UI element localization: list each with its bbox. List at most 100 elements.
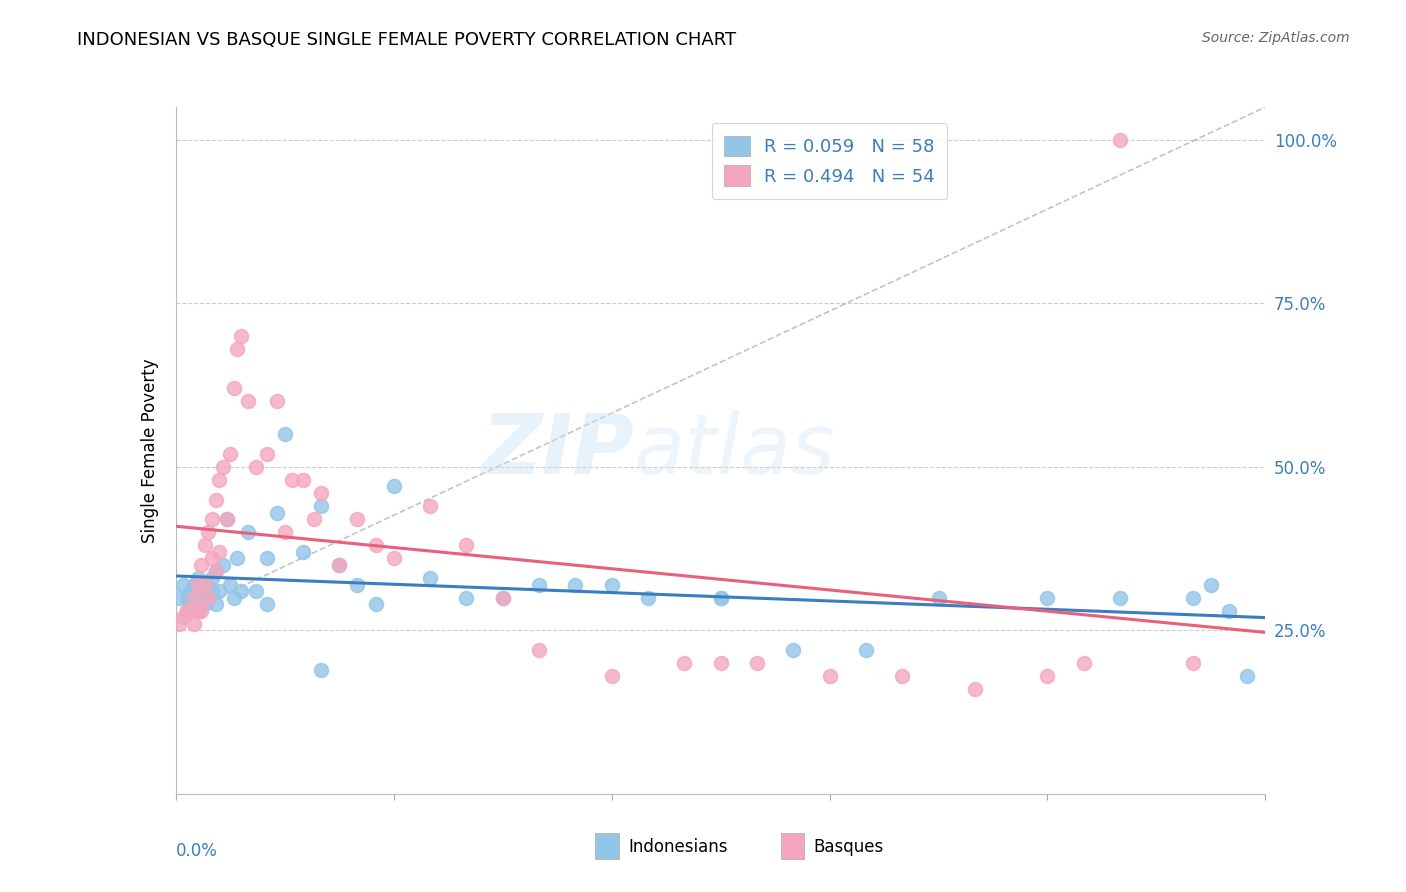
Point [231, 584, 253, 599]
Bar [595, 833, 619, 859]
Point [208, 473, 231, 487]
Point [266, 506, 288, 520]
Point [419, 571, 441, 585]
Text: ZIP: ZIP [481, 410, 633, 491]
Point [215, 512, 238, 526]
Point [492, 591, 515, 605]
Text: Source: ZipAtlas.com: Source: ZipAtlas.com [1202, 31, 1350, 45]
Point [186, 604, 209, 618]
Text: INDONESIAN VS BASQUE SINGLE FEMALE POVERTY CORRELATION CHART: INDONESIAN VS BASQUE SINGLE FEMALE POVER… [77, 31, 737, 49]
Point [1181, 656, 1204, 670]
Point [172, 577, 194, 591]
Point [179, 584, 201, 599]
Point [274, 525, 297, 540]
Point [190, 558, 212, 572]
Point [710, 591, 733, 605]
Point [1073, 656, 1095, 670]
Point [600, 669, 623, 683]
Point [169, 591, 191, 605]
Text: 0.0%: 0.0% [176, 842, 218, 860]
Point [172, 610, 194, 624]
Point [1218, 604, 1240, 618]
Point [183, 577, 205, 591]
Text: Basques: Basques [813, 838, 883, 855]
Point [204, 565, 226, 579]
Point [256, 551, 278, 566]
Point [176, 604, 198, 618]
Point [1181, 591, 1204, 605]
Point [176, 604, 198, 618]
Point [197, 591, 219, 605]
Point [194, 597, 217, 611]
Point [245, 584, 267, 599]
Point [1036, 591, 1059, 605]
Point [190, 577, 212, 591]
Point [710, 591, 733, 605]
Point [212, 558, 235, 572]
Point [456, 538, 478, 552]
Point [456, 591, 478, 605]
Point [201, 584, 224, 599]
Point [1109, 133, 1132, 147]
Point [186, 571, 209, 585]
Point [256, 597, 278, 611]
Point [419, 499, 441, 513]
Point [212, 459, 235, 474]
Point [186, 577, 209, 591]
Point [201, 512, 224, 526]
Point [219, 577, 242, 591]
Point [891, 669, 914, 683]
Point [274, 427, 297, 442]
Point [179, 604, 201, 618]
Point [637, 591, 659, 605]
Point [201, 551, 224, 566]
Legend: R = 0.059   N = 58, R = 0.494   N = 54: R = 0.059 N = 58, R = 0.494 N = 54 [711, 123, 948, 199]
Point [673, 656, 696, 670]
Point [291, 545, 314, 559]
Point [183, 591, 205, 605]
Point [281, 473, 304, 487]
Point [782, 643, 804, 657]
Point [1109, 591, 1132, 605]
Point [208, 584, 231, 599]
Point [208, 545, 231, 559]
Point [226, 551, 249, 566]
Point [382, 479, 405, 493]
Point [186, 604, 209, 618]
Point [190, 591, 212, 605]
Point [197, 591, 219, 605]
Point [309, 499, 332, 513]
Point [346, 512, 368, 526]
Point [238, 394, 260, 409]
Point [364, 538, 387, 552]
Point [226, 342, 249, 356]
Point [204, 492, 226, 507]
Point [600, 577, 623, 591]
Point [492, 591, 515, 605]
Point [238, 525, 260, 540]
Point [710, 656, 733, 670]
Point [190, 604, 212, 618]
Point [256, 447, 278, 461]
Point [302, 512, 325, 526]
Point [745, 656, 768, 670]
Point [197, 525, 219, 540]
Point [527, 577, 550, 591]
Point [346, 577, 368, 591]
Point [245, 459, 267, 474]
Text: atlas: atlas [633, 410, 835, 491]
Bar [780, 833, 804, 859]
Point [194, 577, 217, 591]
Point [194, 538, 217, 552]
Point [266, 394, 288, 409]
Point [382, 551, 405, 566]
Point [201, 571, 224, 585]
Point [222, 591, 245, 605]
Point [194, 584, 217, 599]
Point [364, 597, 387, 611]
Y-axis label: Single Female Poverty: Single Female Poverty [141, 359, 159, 542]
Point [928, 591, 950, 605]
Point [963, 682, 986, 697]
Text: Indonesians: Indonesians [628, 838, 727, 855]
Point [183, 616, 205, 631]
